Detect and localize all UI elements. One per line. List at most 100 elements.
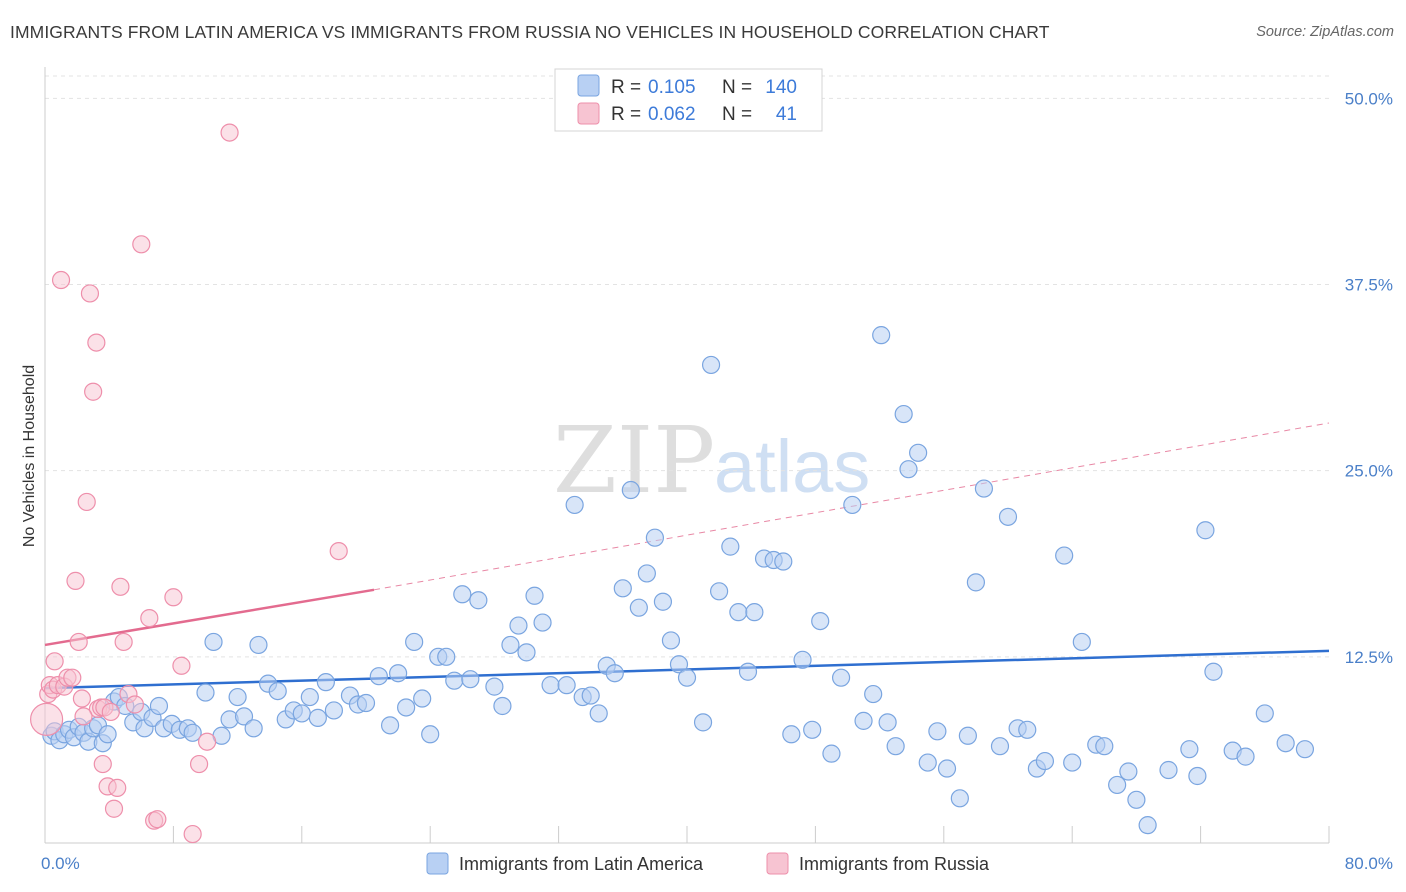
point-latin-america-38 <box>292 704 311 723</box>
legend: R = 0.105 N = 140 R = 0.062 N = 41 <box>554 68 823 132</box>
point-russia-35 <box>189 754 209 774</box>
x-tick-labels: 0.0% 80.0% <box>41 854 1393 873</box>
point-russia-23 <box>108 778 127 797</box>
point-latin-america-88 <box>738 662 758 681</box>
point-latin-america-79 <box>653 592 673 611</box>
point-latin-america-81 <box>669 655 689 674</box>
point-latin-america-65 <box>533 613 552 632</box>
point-latin-america-80 <box>661 631 681 650</box>
bottom-legend-swatch-russia <box>766 852 789 875</box>
point-latin-america-132 <box>1188 766 1207 786</box>
point-latin-america-32 <box>244 719 263 738</box>
point-latin-america-138 <box>1276 734 1295 753</box>
point-latin-america-33 <box>249 635 268 655</box>
point-latin-america-134 <box>1204 662 1223 681</box>
point-latin-america-73 <box>605 664 624 683</box>
point-latin-america-51 <box>413 689 432 708</box>
chart-title: IMMIGRANTS FROM LATIN AMERICA VS IMMIGRA… <box>10 22 1050 42</box>
point-latin-america-86 <box>721 537 740 556</box>
point-latin-america-100 <box>854 711 873 730</box>
point-latin-america-27 <box>204 632 223 652</box>
point-latin-america-78 <box>645 528 665 547</box>
point-latin-america-12 <box>98 725 117 744</box>
point-latin-america-104 <box>886 737 905 756</box>
point-latin-america-118 <box>1018 720 1037 739</box>
bottom-legend-swatch-latin-america <box>426 852 449 875</box>
point-latin-america-60 <box>493 696 512 716</box>
point-russia-40 <box>74 707 93 726</box>
point-latin-america-113 <box>966 573 986 592</box>
series-russia-points <box>30 123 348 844</box>
point-latin-america-40 <box>308 708 327 727</box>
point-russia-38 <box>329 541 348 561</box>
point-latin-america-41 <box>316 673 335 692</box>
point-russia-36 <box>198 732 217 751</box>
point-latin-america-97 <box>822 744 841 763</box>
point-latin-america-47 <box>380 716 400 735</box>
bottom-legend-label-latin-america: Immigrants from Latin America <box>459 854 704 874</box>
point-russia-39 <box>93 754 112 774</box>
point-russia-27 <box>125 695 144 714</box>
point-latin-america-125 <box>1095 737 1114 756</box>
point-latin-america-48 <box>389 664 408 683</box>
legend-r-label-1: R = <box>611 77 641 98</box>
point-latin-america-63 <box>517 643 536 662</box>
point-latin-america-85 <box>709 582 729 601</box>
point-russia-32 <box>164 588 183 607</box>
point-latin-america-107 <box>909 443 928 462</box>
legend-swatch-latin-america <box>577 74 600 97</box>
watermark: ZIP atlas <box>553 407 870 514</box>
y-tick-label-0: 12.5% <box>1345 648 1393 667</box>
point-latin-america-121 <box>1055 546 1074 565</box>
point-latin-america-112 <box>958 726 977 745</box>
legend-n-value-2: 41 <box>776 104 797 125</box>
point-latin-america-20 <box>149 696 169 716</box>
point-latin-america-25 <box>183 723 202 742</box>
y-axis-label: No Vehicles in Household <box>21 365 38 547</box>
point-latin-america-52 <box>421 725 440 744</box>
point-latin-america-75 <box>621 480 640 500</box>
point-russia-14 <box>80 284 100 303</box>
point-latin-america-123 <box>1072 632 1091 652</box>
point-latin-america-46 <box>369 667 388 686</box>
point-latin-america-26 <box>196 683 215 702</box>
point-latin-america-54 <box>437 647 456 666</box>
point-russia-34 <box>183 824 202 844</box>
point-russia-25 <box>114 632 133 652</box>
point-latin-america-114 <box>974 479 994 498</box>
point-latin-america-122 <box>1063 753 1082 772</box>
point-latin-america-45 <box>356 693 376 713</box>
legend-n-value-1: 140 <box>765 77 797 98</box>
watermark-atlas: atlas <box>714 425 870 508</box>
point-latin-america-110 <box>937 759 957 778</box>
source-credit: Source: ZipAtlas.com <box>1256 24 1394 40</box>
point-latin-america-55 <box>445 671 464 690</box>
point-latin-america-82 <box>677 668 697 687</box>
point-russia-21 <box>101 702 120 722</box>
point-latin-america-133 <box>1196 521 1215 540</box>
point-latin-america-105 <box>894 404 913 424</box>
legend-swatch-russia <box>577 102 600 125</box>
point-russia-6 <box>51 270 71 290</box>
point-latin-america-96 <box>811 611 830 631</box>
point-latin-america-87 <box>729 603 748 622</box>
point-latin-america-74 <box>613 579 632 598</box>
point-latin-america-115 <box>990 737 1010 756</box>
point-latin-america-56 <box>453 585 472 604</box>
point-russia-28 <box>132 235 151 254</box>
point-latin-america-89 <box>745 603 764 622</box>
y-tick-label-2: 37.5% <box>1345 276 1393 295</box>
point-latin-america-39 <box>300 687 319 707</box>
point-latin-america-137 <box>1255 704 1274 723</box>
point-latin-america-42 <box>324 701 343 720</box>
point-russia-22 <box>104 799 124 818</box>
point-russia-24 <box>111 577 130 596</box>
point-latin-america-83 <box>693 713 713 732</box>
bottom-legend: Immigrants from Latin America Immigrants… <box>426 852 990 875</box>
y-tick-label-1: 25.0% <box>1345 462 1393 481</box>
point-latin-america-66 <box>541 676 560 695</box>
trend-line-russia <box>44 588 375 647</box>
point-latin-america-139 <box>1295 740 1315 759</box>
point-russia-0 <box>30 702 64 736</box>
